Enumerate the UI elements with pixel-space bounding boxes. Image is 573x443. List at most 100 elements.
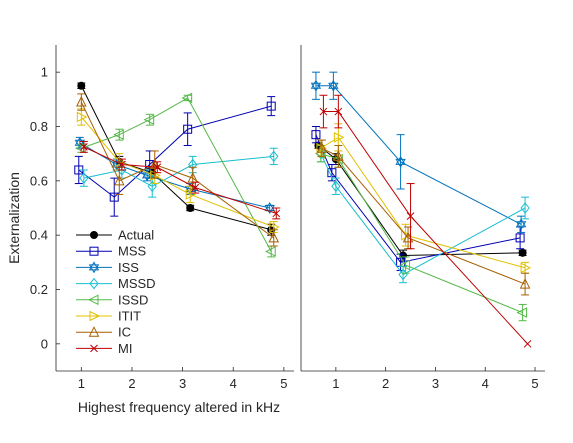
legend-label-iss: ISS [118, 260, 139, 275]
legend-item-mi: MI [76, 341, 132, 356]
legend-label-actual: Actual [118, 228, 154, 243]
x-tick-label: 1 [332, 376, 339, 391]
legend-marker-issd [87, 294, 99, 306]
data-point-iss [264, 202, 275, 211]
legend-label-mi: MI [118, 341, 132, 356]
x-tick-label: 5 [531, 376, 538, 391]
series-line-mi [323, 111, 528, 345]
series-line-issd [320, 153, 523, 314]
x-tick-label: 2 [128, 376, 135, 391]
data-point-ic [268, 231, 280, 243]
data-point-itit [185, 189, 197, 200]
data-point-mssd [147, 180, 157, 193]
data-point-mi [117, 160, 126, 169]
series-line-iss [315, 85, 522, 225]
data-point-mss [311, 130, 321, 140]
data-point-mi [523, 339, 532, 348]
series-line-mss [78, 105, 272, 198]
data-point-iss [328, 79, 339, 89]
data-point-mi [272, 209, 281, 218]
series-line-actual [80, 85, 272, 231]
data-point-ic [76, 95, 87, 107]
y-tick-label: 0.4 [30, 228, 48, 243]
series-ic [316, 139, 531, 296]
y-tick-label: 0.6 [30, 173, 48, 188]
legend-item-iss: ISS [76, 260, 139, 275]
legend-marker-mss [89, 246, 99, 256]
series-line-issd [81, 97, 272, 252]
legend-label-mss: MSS [118, 244, 147, 259]
series-issd [75, 92, 276, 258]
data-point-iss [310, 79, 322, 89]
x-axis-label: Highest frequency altered in kHz [78, 399, 280, 415]
data-point-iss [310, 82, 322, 92]
legend-marker-mi [90, 344, 98, 353]
data-point-mssd [79, 172, 89, 184]
panel-right: 1 2 3 4 5 [300, 45, 545, 391]
legend-item-actual: Actual [76, 228, 154, 243]
series-mi [79, 140, 281, 220]
data-point-mssd [520, 202, 530, 214]
data-point-mi [334, 107, 343, 116]
data-point-itit [333, 132, 345, 143]
series-mssd [316, 145, 530, 284]
data-point-iss [328, 82, 339, 92]
series-line-ic [80, 101, 275, 239]
data-point-issd [265, 246, 276, 257]
y-tick-label: 0.2 [30, 282, 48, 297]
series-iss [310, 71, 527, 233]
series-line-mi [83, 146, 277, 214]
data-point-issd [181, 92, 193, 104]
legend-marker-iss [88, 264, 100, 274]
data-point-itit [520, 262, 532, 274]
series-line-mssd [83, 155, 274, 187]
legend-marker-ic [88, 326, 100, 337]
legend-marker-mssd [89, 277, 99, 290]
x-tick-label: 3 [432, 376, 439, 391]
data-point-issd [113, 129, 124, 140]
y-tick-label: 0 [41, 336, 48, 351]
data-point-mss [515, 233, 525, 243]
data-point-iss [141, 169, 153, 179]
legend-marker-iss [88, 261, 100, 271]
series-itit [76, 108, 280, 233]
x-tick-label: 5 [280, 376, 287, 391]
data-point-iss [515, 218, 527, 228]
legend-item-mss: MSS [76, 244, 147, 259]
data-point-actual [518, 248, 527, 257]
series-mss [311, 126, 525, 271]
data-point-mssd [331, 180, 341, 193]
legend-marker-itit [89, 310, 101, 322]
legend-label-itit: ITIT [118, 309, 141, 324]
legend-label-mssd: MSSD [118, 276, 156, 291]
series-itit [316, 123, 532, 274]
series-line-ic [321, 147, 526, 285]
series-line-mssd [320, 153, 526, 276]
data-point-iss [395, 158, 406, 168]
x-tick-label: 4 [230, 376, 237, 391]
legend-item-mssd: MSSD [76, 276, 156, 291]
y-tick-label: 1 [41, 65, 48, 80]
data-point-issd [516, 307, 528, 318]
data-point-ic [113, 174, 125, 186]
series-mi [319, 94, 532, 348]
legend-marker-actual [90, 231, 98, 239]
data-point-iss [395, 155, 406, 165]
data-point-issd [399, 259, 411, 271]
data-point-actual [77, 81, 86, 90]
series-mss [74, 96, 276, 217]
data-point-mi [79, 143, 88, 151]
data-point-ic [316, 142, 328, 153]
legend-item-issd: ISSD [76, 292, 148, 307]
data-point-itit [76, 111, 88, 123]
x-tick-label: 3 [179, 376, 186, 391]
data-point-mi [319, 107, 328, 116]
data-point-ic [333, 150, 344, 161]
legend-label-issd: ISSD [118, 292, 148, 307]
legend-label-ic: IC [118, 325, 131, 340]
y-tick-label: 0.8 [30, 119, 48, 134]
data-point-ic [519, 277, 531, 289]
legend-item-ic: IC [76, 325, 131, 340]
